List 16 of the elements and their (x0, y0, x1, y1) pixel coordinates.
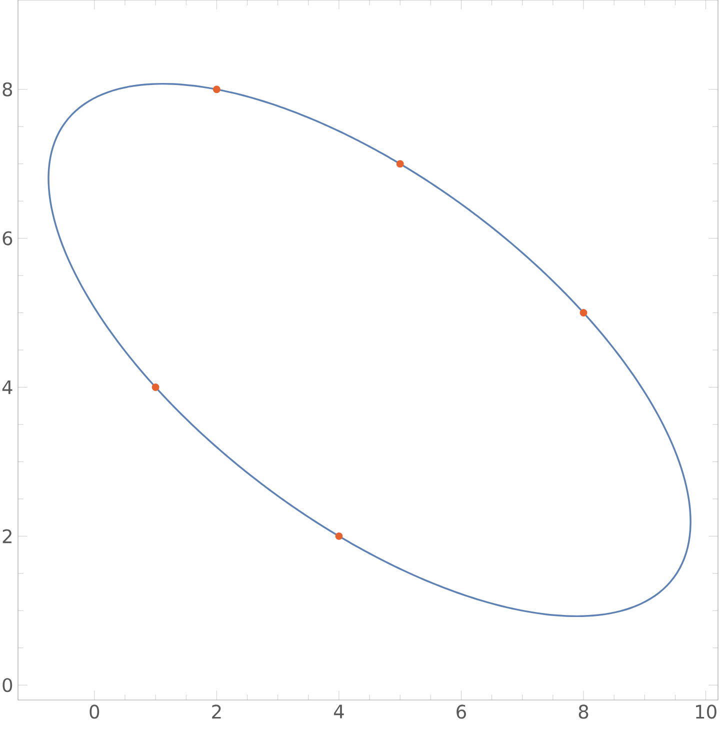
x-tick-label: 6 (456, 704, 466, 719)
x-tick-label: 4 (334, 704, 344, 718)
y-tick-label: 4 (2, 380, 12, 394)
point (396, 160, 404, 168)
x-tick-label: 2 (212, 704, 221, 718)
x-tick-label: 0 (90, 704, 100, 719)
x-tick-label: 10 (696, 704, 716, 719)
y-tick-label: 6 (2, 231, 12, 246)
y-tick-label: 8 (2, 82, 12, 96)
point (152, 384, 160, 391)
point (212, 86, 220, 94)
x-tick-label: 8 (578, 704, 588, 719)
point (335, 532, 343, 540)
y-tick-label: 2 (2, 529, 12, 544)
point (580, 309, 588, 316)
y-tick-label: 0 (2, 678, 12, 692)
